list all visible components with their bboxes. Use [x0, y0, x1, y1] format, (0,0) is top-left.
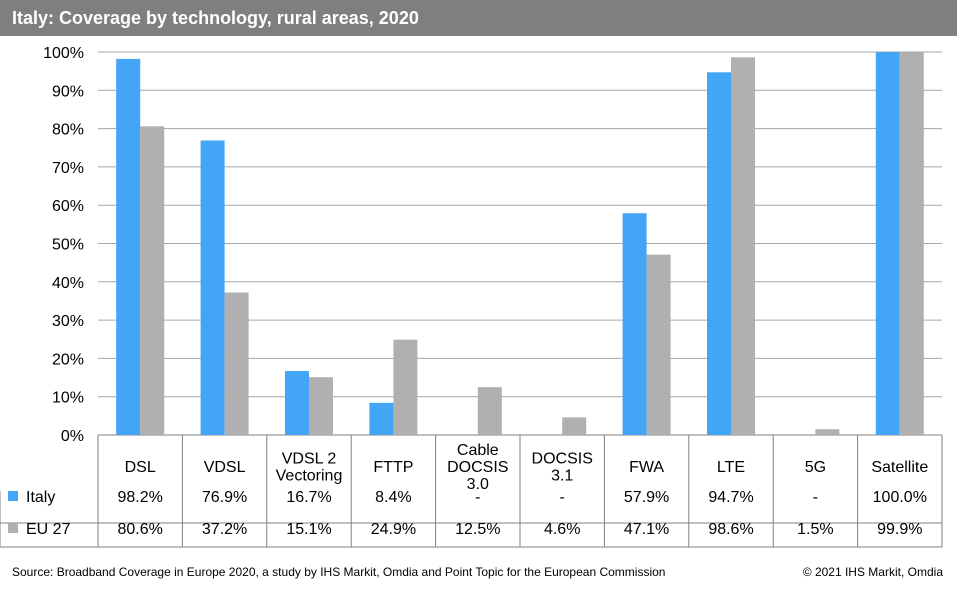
category-label: FWA — [629, 459, 664, 476]
title-bar: Italy: Coverage by technology, rural are… — [0, 0, 957, 36]
y-tick-label: 40% — [52, 275, 84, 292]
bar-eu-27 — [140, 126, 165, 435]
source-note: Source: Broadband Coverage in Europe 202… — [12, 565, 666, 579]
category-label: 5G — [805, 459, 826, 476]
category-label: 3.0 — [467, 476, 489, 493]
category-label: Satellite — [871, 459, 928, 476]
bar-eu-27 — [477, 387, 502, 435]
bar-eu-27 — [224, 292, 249, 435]
bar-eu-27 — [646, 254, 671, 435]
category-label: LTE — [717, 459, 745, 476]
data-label: 12.5% — [455, 521, 500, 538]
data-label: 16.7% — [286, 489, 331, 506]
category-label: FTTP — [373, 459, 413, 476]
legend-key-italy — [8, 491, 18, 501]
bar-italy — [875, 52, 900, 435]
data-label: 15.1% — [286, 521, 331, 538]
data-label: - — [475, 489, 480, 506]
data-label: 76.9% — [202, 489, 247, 506]
legend-key-eu-27 — [8, 523, 18, 533]
data-label: 24.9% — [371, 521, 416, 538]
category-label: 3.1 — [551, 468, 573, 485]
y-tick-label: 50% — [52, 237, 84, 254]
y-tick-label: 90% — [52, 83, 84, 100]
data-label: 1.5% — [797, 521, 833, 538]
bar-eu-27 — [731, 57, 755, 435]
category-label: Cable — [457, 442, 499, 459]
data-label: 57.9% — [624, 489, 669, 506]
category-label: VDSL 2 — [282, 451, 337, 468]
y-tick-label: 0% — [61, 428, 84, 445]
y-tick-label: 20% — [52, 351, 84, 368]
bar-italy — [116, 58, 141, 436]
data-label: 8.4% — [375, 489, 411, 506]
category-label: VDSL — [204, 459, 246, 476]
data-label: 99.9% — [877, 521, 922, 538]
data-label: - — [560, 489, 565, 506]
category-label: DSL — [125, 459, 156, 476]
data-label: - — [813, 489, 818, 506]
y-tick-label: 10% — [52, 390, 84, 407]
y-tick-label: 80% — [52, 122, 84, 139]
bar-italy — [707, 72, 731, 435]
bar-eu-27 — [815, 429, 840, 435]
bar-italy — [369, 402, 394, 435]
bar-eu-27 — [309, 377, 333, 435]
data-label: 47.1% — [624, 521, 669, 538]
y-tick-label: 70% — [52, 160, 84, 177]
bar-eu-27 — [393, 339, 418, 435]
data-label: 4.6% — [544, 521, 580, 538]
category-label: DOCSIS — [532, 451, 593, 468]
bar-italy — [285, 371, 309, 435]
copyright-note: © 2021 IHS Markit, Omdia — [802, 565, 943, 579]
data-label: 37.2% — [202, 521, 247, 538]
data-label: 98.6% — [708, 521, 753, 538]
data-label: 94.7% — [708, 489, 753, 506]
y-tick-label: 30% — [52, 313, 84, 330]
category-label: DOCSIS — [447, 459, 508, 476]
y-tick-label: 100% — [43, 45, 84, 62]
bar-eu-27 — [562, 417, 587, 435]
legend-label: EU 27 — [26, 521, 71, 538]
legend-label: Italy — [26, 489, 55, 506]
chart-area: 0% 10% 20% 30% 40% 50% 60% 70% 80% 90% 100% DSL VDSL… — [0, 45, 943, 548]
data-label: 98.2% — [118, 489, 163, 506]
bar-italy — [200, 140, 225, 435]
bar-eu-27 — [899, 52, 924, 436]
category-label: Vectoring — [276, 468, 343, 485]
bar-italy — [622, 213, 647, 435]
chart-title: Italy: Coverage by technology, rural are… — [12, 8, 419, 28]
data-label: 100.0% — [873, 489, 927, 506]
data-label: 80.6% — [118, 521, 163, 538]
y-tick-label: 60% — [52, 198, 84, 215]
